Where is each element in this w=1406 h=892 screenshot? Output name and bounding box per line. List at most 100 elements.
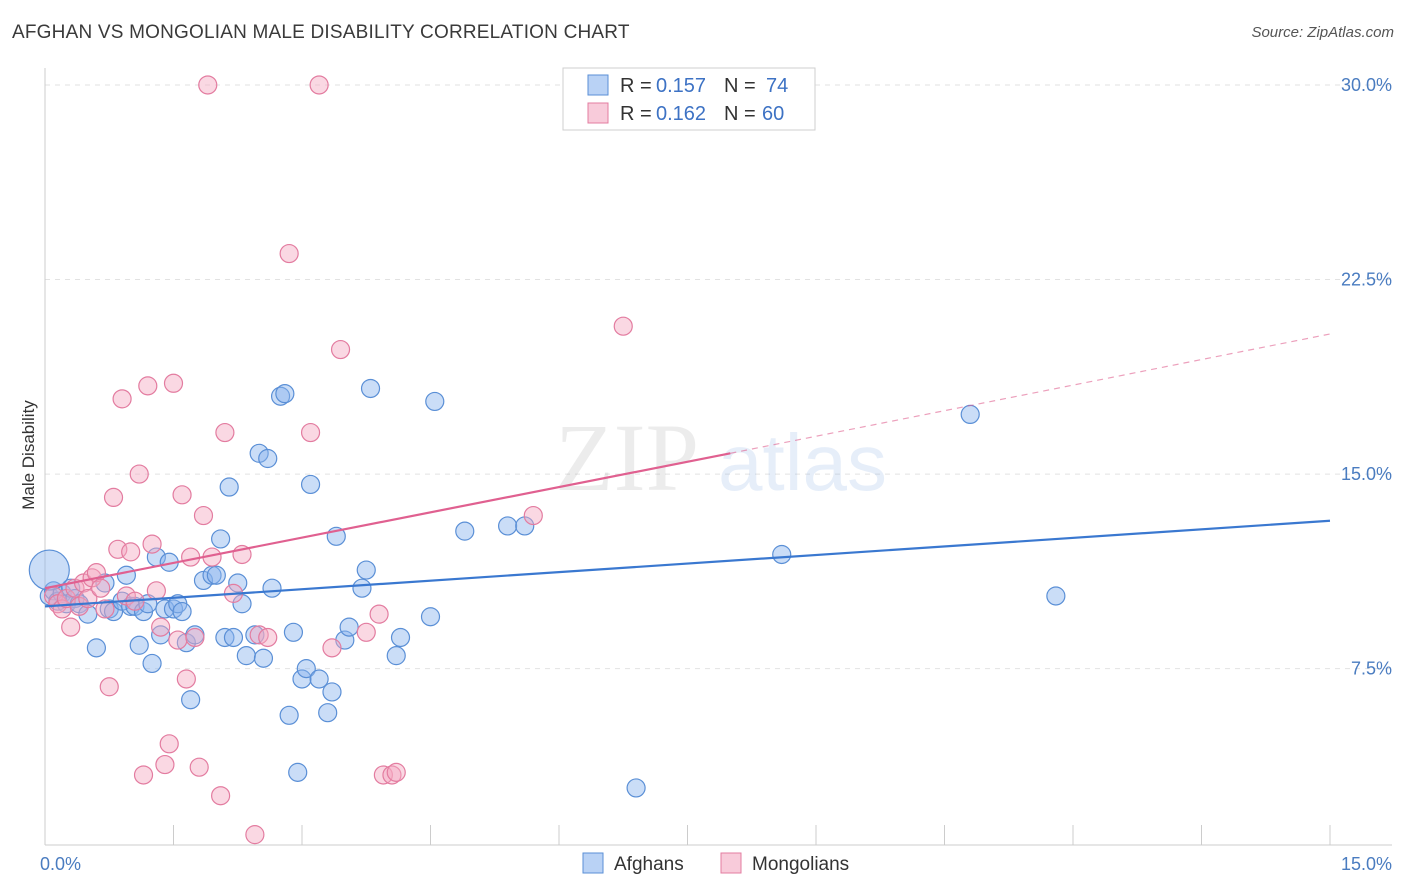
mongolians-point	[211, 786, 231, 806]
mongolians-point	[112, 389, 132, 409]
afghans-point	[339, 617, 359, 637]
afghans-point	[455, 521, 475, 541]
afghans-point	[309, 669, 329, 689]
watermark-atlas: atlas	[718, 418, 887, 507]
afghans-point	[236, 646, 256, 666]
mongolians-point	[142, 534, 162, 554]
mongolians-point	[163, 373, 184, 393]
mongolians-point	[356, 622, 376, 642]
source-label: Source: ZipAtlas.com	[1251, 24, 1394, 41]
mongolians-point	[168, 630, 188, 650]
watermark-zip: ZIP	[555, 404, 699, 511]
legend-r-label-afghans: R =	[620, 75, 652, 97]
legend-n-label-afghans: N =	[724, 75, 756, 97]
mongolians-point	[103, 487, 124, 508]
afghans-point	[1046, 586, 1066, 606]
afghans-point	[116, 565, 136, 585]
afghans-point	[151, 625, 171, 645]
legend-n-label-mongolians: N =	[724, 103, 756, 125]
mongolians-point	[245, 825, 265, 845]
mongolians-point	[215, 422, 235, 443]
mongolians-point	[300, 422, 321, 443]
mongolians-point	[146, 581, 166, 601]
afghans-point	[283, 622, 304, 642]
mongolians-point	[369, 604, 389, 624]
mongolians-point	[159, 734, 179, 754]
afghans-point	[228, 573, 248, 593]
mongolians-point	[322, 638, 342, 658]
axes	[44, 68, 1392, 846]
afghans-point	[223, 627, 244, 648]
legend-r-value-afghans: 0.157	[656, 75, 706, 97]
mongolians-point	[138, 376, 158, 396]
mongolians-point	[99, 677, 119, 697]
y-tick-label: 22.5%	[1341, 270, 1392, 290]
mongolians-point	[151, 617, 171, 637]
mongolians-point	[386, 762, 406, 782]
afghans-point	[275, 384, 295, 404]
afghans-point	[206, 565, 226, 585]
mongolians-point	[172, 485, 192, 505]
mongolians-point	[61, 617, 81, 637]
afghans-point	[318, 703, 338, 723]
mongolians-point	[185, 627, 205, 648]
afghans-point	[86, 638, 107, 658]
x-tick-label: 0.0%	[40, 854, 81, 874]
legend-n-value-afghans: 74	[766, 75, 788, 97]
afghans-point	[356, 560, 376, 580]
y-tick-label: 15.0%	[1341, 464, 1392, 484]
afghans-point	[219, 477, 239, 497]
legend-swatch-mongolians	[587, 102, 609, 124]
mongolians-point	[155, 754, 175, 775]
afghans-point	[262, 578, 282, 598]
afghans-point	[386, 646, 406, 666]
afghans-point-large	[28, 549, 70, 591]
afghans-point	[360, 378, 381, 399]
afghans-point	[300, 474, 321, 495]
mongolians-trend-line	[44, 452, 731, 590]
afghans-point	[772, 544, 792, 565]
afghans-point	[498, 516, 518, 536]
mongolians-point	[133, 765, 154, 785]
mongolians-point	[176, 669, 196, 689]
mongolians-trend-line-extension	[730, 333, 1331, 454]
y-axis-label: Male Disability	[19, 400, 38, 510]
mongolians-point	[330, 339, 351, 360]
watermark: ZIP atlas	[555, 404, 887, 511]
mongolians-point	[258, 627, 278, 648]
afghans-point	[172, 601, 192, 622]
afghans-point	[390, 627, 411, 648]
afghans-point	[322, 682, 342, 702]
mongolians-point	[121, 542, 141, 562]
chart-title: AFGHAN VS MONGOLIAN MALE DISABILITY CORR…	[12, 22, 630, 43]
legend-r-label-mongolians: R =	[620, 103, 652, 125]
afghans-point	[142, 653, 162, 674]
mongolians-point	[198, 75, 218, 95]
legend-n-value-mongolians: 60	[762, 103, 784, 125]
mongolians-point	[129, 464, 149, 484]
mongolians-point	[523, 505, 543, 526]
trend-lines	[44, 333, 1331, 608]
bottom-legend-swatch-afghans	[582, 852, 604, 874]
mongolians-point	[95, 599, 115, 619]
gridlines	[45, 84, 1392, 670]
afghans-point	[253, 648, 274, 668]
afghans-point	[279, 705, 299, 725]
legend-r-value-mongolians: 0.162	[656, 103, 706, 125]
afghans-point	[288, 762, 308, 782]
afghans-point	[960, 404, 980, 425]
afghans-point	[626, 778, 646, 798]
x-tick-labels: 0.0% 15.0%	[40, 854, 1392, 874]
y-tick-labels: 7.5% 15.0% 22.5% 30.0%	[1341, 75, 1392, 679]
mongolians-point	[193, 505, 214, 526]
mongolians-point	[309, 75, 329, 95]
bottom-legend-swatch-mongolians	[720, 852, 742, 874]
afghans-point	[258, 448, 278, 469]
bottom-legend-afghans: Afghans	[614, 854, 684, 875]
x-tick-label: 15.0%	[1341, 854, 1392, 874]
data-points	[28, 75, 1066, 845]
afghans-point	[420, 607, 441, 627]
bottom-legend-mongolians: Mongolians	[752, 854, 849, 875]
afghans-point	[352, 578, 372, 598]
